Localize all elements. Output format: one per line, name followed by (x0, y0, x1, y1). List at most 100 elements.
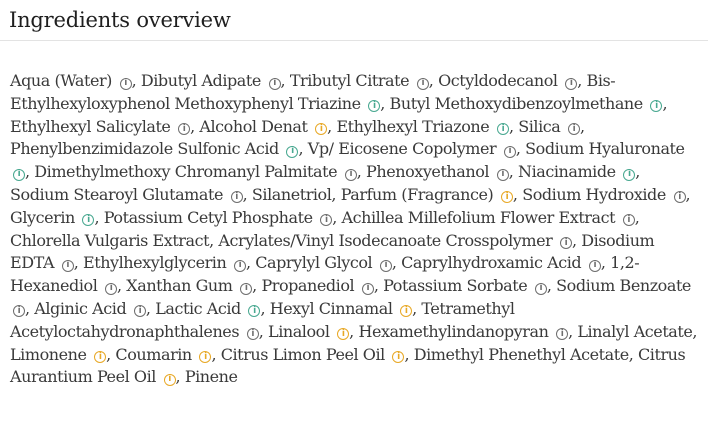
info-icon[interactable]: i (416, 77, 429, 90)
info-icon[interactable]: i (163, 373, 176, 386)
ingredient-name: Dimethyl Phenethyl Acetate (413, 344, 629, 364)
info-icon[interactable]: i (82, 214, 95, 227)
info-icon[interactable]: i (13, 168, 25, 181)
info-icon[interactable]: i (650, 100, 663, 113)
ingredient-name: Silanetriol (251, 184, 332, 204)
ingredient-item: Hexamethylindanopyran i (358, 321, 569, 341)
ingredient-name: Octyldodecanol (438, 71, 558, 90)
info-icon[interactable]: i (503, 145, 516, 158)
ingredient-item: Phenoxyethanol i (366, 162, 509, 181)
ingredient-item: Dibutyl Adipate i (141, 71, 281, 90)
ingredient-item: Chlorella Vulgaris Extract (10, 231, 210, 250)
info-icon[interactable]: i (286, 145, 299, 158)
info-icon[interactable]: i (199, 351, 212, 364)
ingredient-item: Pinene (185, 367, 238, 386)
ingredient-item: Sodium Stearoyl Glutamate i (10, 185, 243, 204)
ingredient-item: Linalyl Acetate (577, 321, 693, 341)
ingredient-item: Alginic Acid i (34, 299, 146, 318)
ingredient-name: Parfum (Fragrance) (340, 184, 494, 204)
info-icon[interactable]: i (337, 328, 350, 341)
info-icon[interactable]: i (248, 305, 261, 318)
info-icon[interactable]: i (565, 77, 578, 90)
ingredient-item: Potassium Cetyl Phosphate i (104, 208, 333, 227)
info-icon[interactable]: i (233, 259, 246, 272)
ingredient-item: Acrylates/Vinyl Isodecanoate Crosspolyme… (218, 231, 572, 250)
ingredient-name: Hexyl Cinnamal (269, 298, 393, 318)
info-icon[interactable]: i (361, 282, 374, 295)
info-icon[interactable]: i (320, 214, 333, 227)
ingredient-item: Potassium Sorbate i (383, 276, 547, 295)
info-icon[interactable]: i (119, 77, 132, 90)
ingredient-item: Linalool i (268, 322, 350, 341)
info-icon[interactable]: i (559, 237, 572, 250)
ingredient-name: Ethylhexylglycerin (82, 253, 227, 273)
ingredient-item: Achillea Millefolium Flower Extract i (342, 208, 635, 227)
ingredient-name: Dibutyl Adipate (140, 71, 261, 90)
ingredient-name: Sodium Hyaluronate (525, 139, 685, 159)
ingredient-name: Citrus Limon Peel Oil (220, 344, 386, 364)
info-icon[interactable]: i (556, 328, 569, 341)
ingredient-item: Xanthan Gum i (126, 276, 253, 296)
info-icon[interactable]: i (588, 259, 601, 272)
ingredient-name: Glycerin (10, 207, 75, 227)
ingredient-name: 1,2-Hexanediol (10, 253, 640, 296)
info-icon[interactable]: i (344, 168, 357, 181)
ingredient-item: Citrus Aurantium Peel Oil i (10, 344, 686, 387)
ingredient-name: Linalyl Acetate (577, 321, 693, 341)
ingredient-name: Pinene (184, 367, 238, 387)
info-icon[interactable]: i (496, 123, 509, 136)
ingredient-item: 1,2-Hexanediol i (10, 253, 640, 296)
info-icon[interactable]: i (268, 77, 281, 90)
info-icon[interactable]: i (496, 168, 509, 181)
ingredient-name: Alginic Acid (34, 298, 127, 318)
ingredient-name: Acrylates/Vinyl Isodecanoate Crosspolyme… (218, 230, 553, 250)
ingredient-list: Aqua (Water) i, Dibutyl Adipate i, Tribu… (10, 71, 698, 387)
info-icon[interactable]: i (392, 351, 405, 364)
ingredient-item: Dimethyl Phenethyl Acetate (414, 345, 629, 364)
ingredient-item: Niacinamide i (518, 162, 636, 182)
info-icon[interactable]: i (568, 123, 580, 136)
ingredient-item: Butyl Methoxydibenzoylmethane i (390, 94, 663, 113)
ingredient-item: Sodium Hydroxide i (522, 185, 686, 204)
info-icon[interactable]: i (61, 259, 74, 272)
ingredient-item: Ethylhexyl Salicylate i (10, 117, 191, 136)
ingredient-item: Aqua (Water) i (10, 71, 132, 90)
info-icon[interactable]: i (368, 100, 381, 113)
ingredient-name: Xanthan Gum (126, 276, 233, 296)
ingredient-name: Caprylyl Glycol (255, 253, 373, 273)
info-icon[interactable]: i (400, 305, 413, 318)
info-icon[interactable]: i (133, 305, 146, 318)
ingredient-name: Ethylhexyl Triazone (336, 116, 490, 136)
ingredient-item: Ethylhexylglycerin i (83, 253, 246, 272)
ingredient-item: Silica i (518, 117, 580, 136)
info-icon[interactable]: i (230, 191, 243, 204)
info-icon[interactable]: i (673, 191, 686, 204)
ingredient-item: Propanediol i (261, 276, 374, 295)
ingredient-item: Caprylhydroxamic Acid i (401, 253, 601, 272)
info-icon[interactable]: i (94, 351, 107, 364)
info-icon[interactable]: i (315, 123, 328, 136)
ingredient-item: Lactic Acid i (155, 299, 261, 318)
ingredient-item: Alcohol Denat i (199, 117, 328, 136)
info-icon[interactable]: i (246, 328, 259, 341)
info-icon[interactable]: i (534, 282, 547, 295)
info-icon[interactable]: i (379, 259, 392, 272)
ingredient-name: Coumarin (115, 344, 192, 364)
ingredient-item: Tributyl Citrate i (290, 71, 429, 90)
ingredient-item: Silanetriol (252, 185, 332, 204)
ingredient-name: Hexamethylindanopyran (358, 321, 549, 341)
info-icon[interactable]: i (622, 214, 635, 227)
ingredient-name: Potassium Cetyl Phosphate (103, 207, 313, 227)
ingredient-item: Limonene i (10, 345, 107, 364)
ingredient-item: Coumarin i (115, 344, 212, 364)
info-icon[interactable]: i (178, 123, 191, 136)
ingredient-name: Caprylhydroxamic Acid (401, 253, 582, 273)
info-icon[interactable]: i (105, 282, 118, 295)
info-icon[interactable]: i (240, 282, 253, 295)
ingredient-item: Ethylhexyl Triazone i (336, 117, 509, 136)
info-icon[interactable]: i (623, 168, 636, 181)
ingredient-name: Niacinamide (518, 162, 616, 182)
info-icon[interactable]: i (13, 305, 25, 318)
ingredient-name: Citrus Aurantium Peel Oil (10, 344, 686, 387)
info-icon[interactable]: i (500, 191, 513, 204)
